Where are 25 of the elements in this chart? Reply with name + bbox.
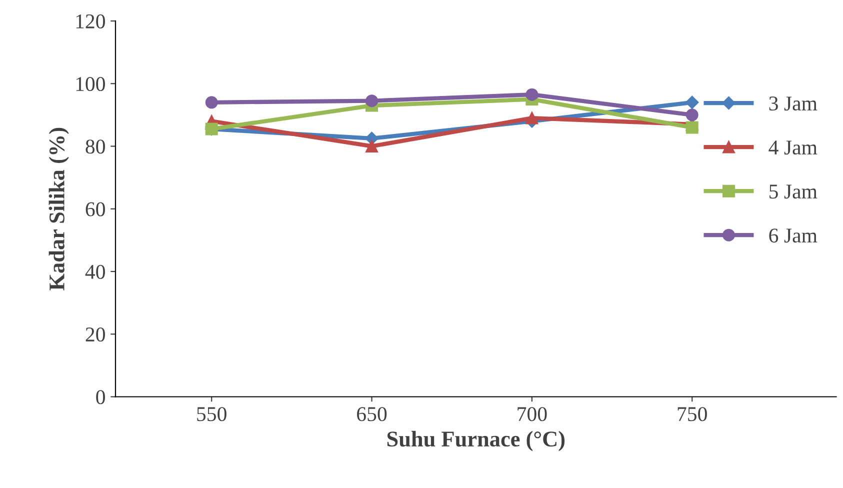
y-tick-label: 40 [85, 264, 105, 279]
y-axis-title: Kadar Silika (%) [48, 128, 69, 290]
point [526, 88, 538, 101]
legend-label: 3 Jam [769, 96, 818, 111]
legend-label: 5 Jam [770, 184, 818, 199]
y-tick-label: 120 [76, 14, 105, 28]
y-tick-label: 80 [86, 140, 105, 154]
legend-label: 6 Jam [769, 228, 818, 243]
y-tick-label: 60 [86, 202, 105, 216]
x-tick-label: 750 [678, 407, 707, 422]
x-tick-label: 700 [518, 407, 547, 422]
point [366, 94, 378, 108]
y-tick-label: 20 [86, 327, 105, 342]
point [686, 96, 699, 109]
x-tick-label: 650 [357, 407, 387, 422]
y-tick-label: 0 [96, 390, 105, 404]
x-tick-label: 550 [197, 407, 226, 422]
point [686, 121, 698, 134]
y-tick-label: 100 [76, 76, 105, 92]
point [205, 96, 218, 109]
point [366, 140, 378, 152]
point [686, 108, 698, 122]
point [526, 112, 538, 124]
legend-label: 4 Jam [768, 140, 818, 155]
x-axis-title: Suhu Furnace (°C) [387, 430, 565, 452]
